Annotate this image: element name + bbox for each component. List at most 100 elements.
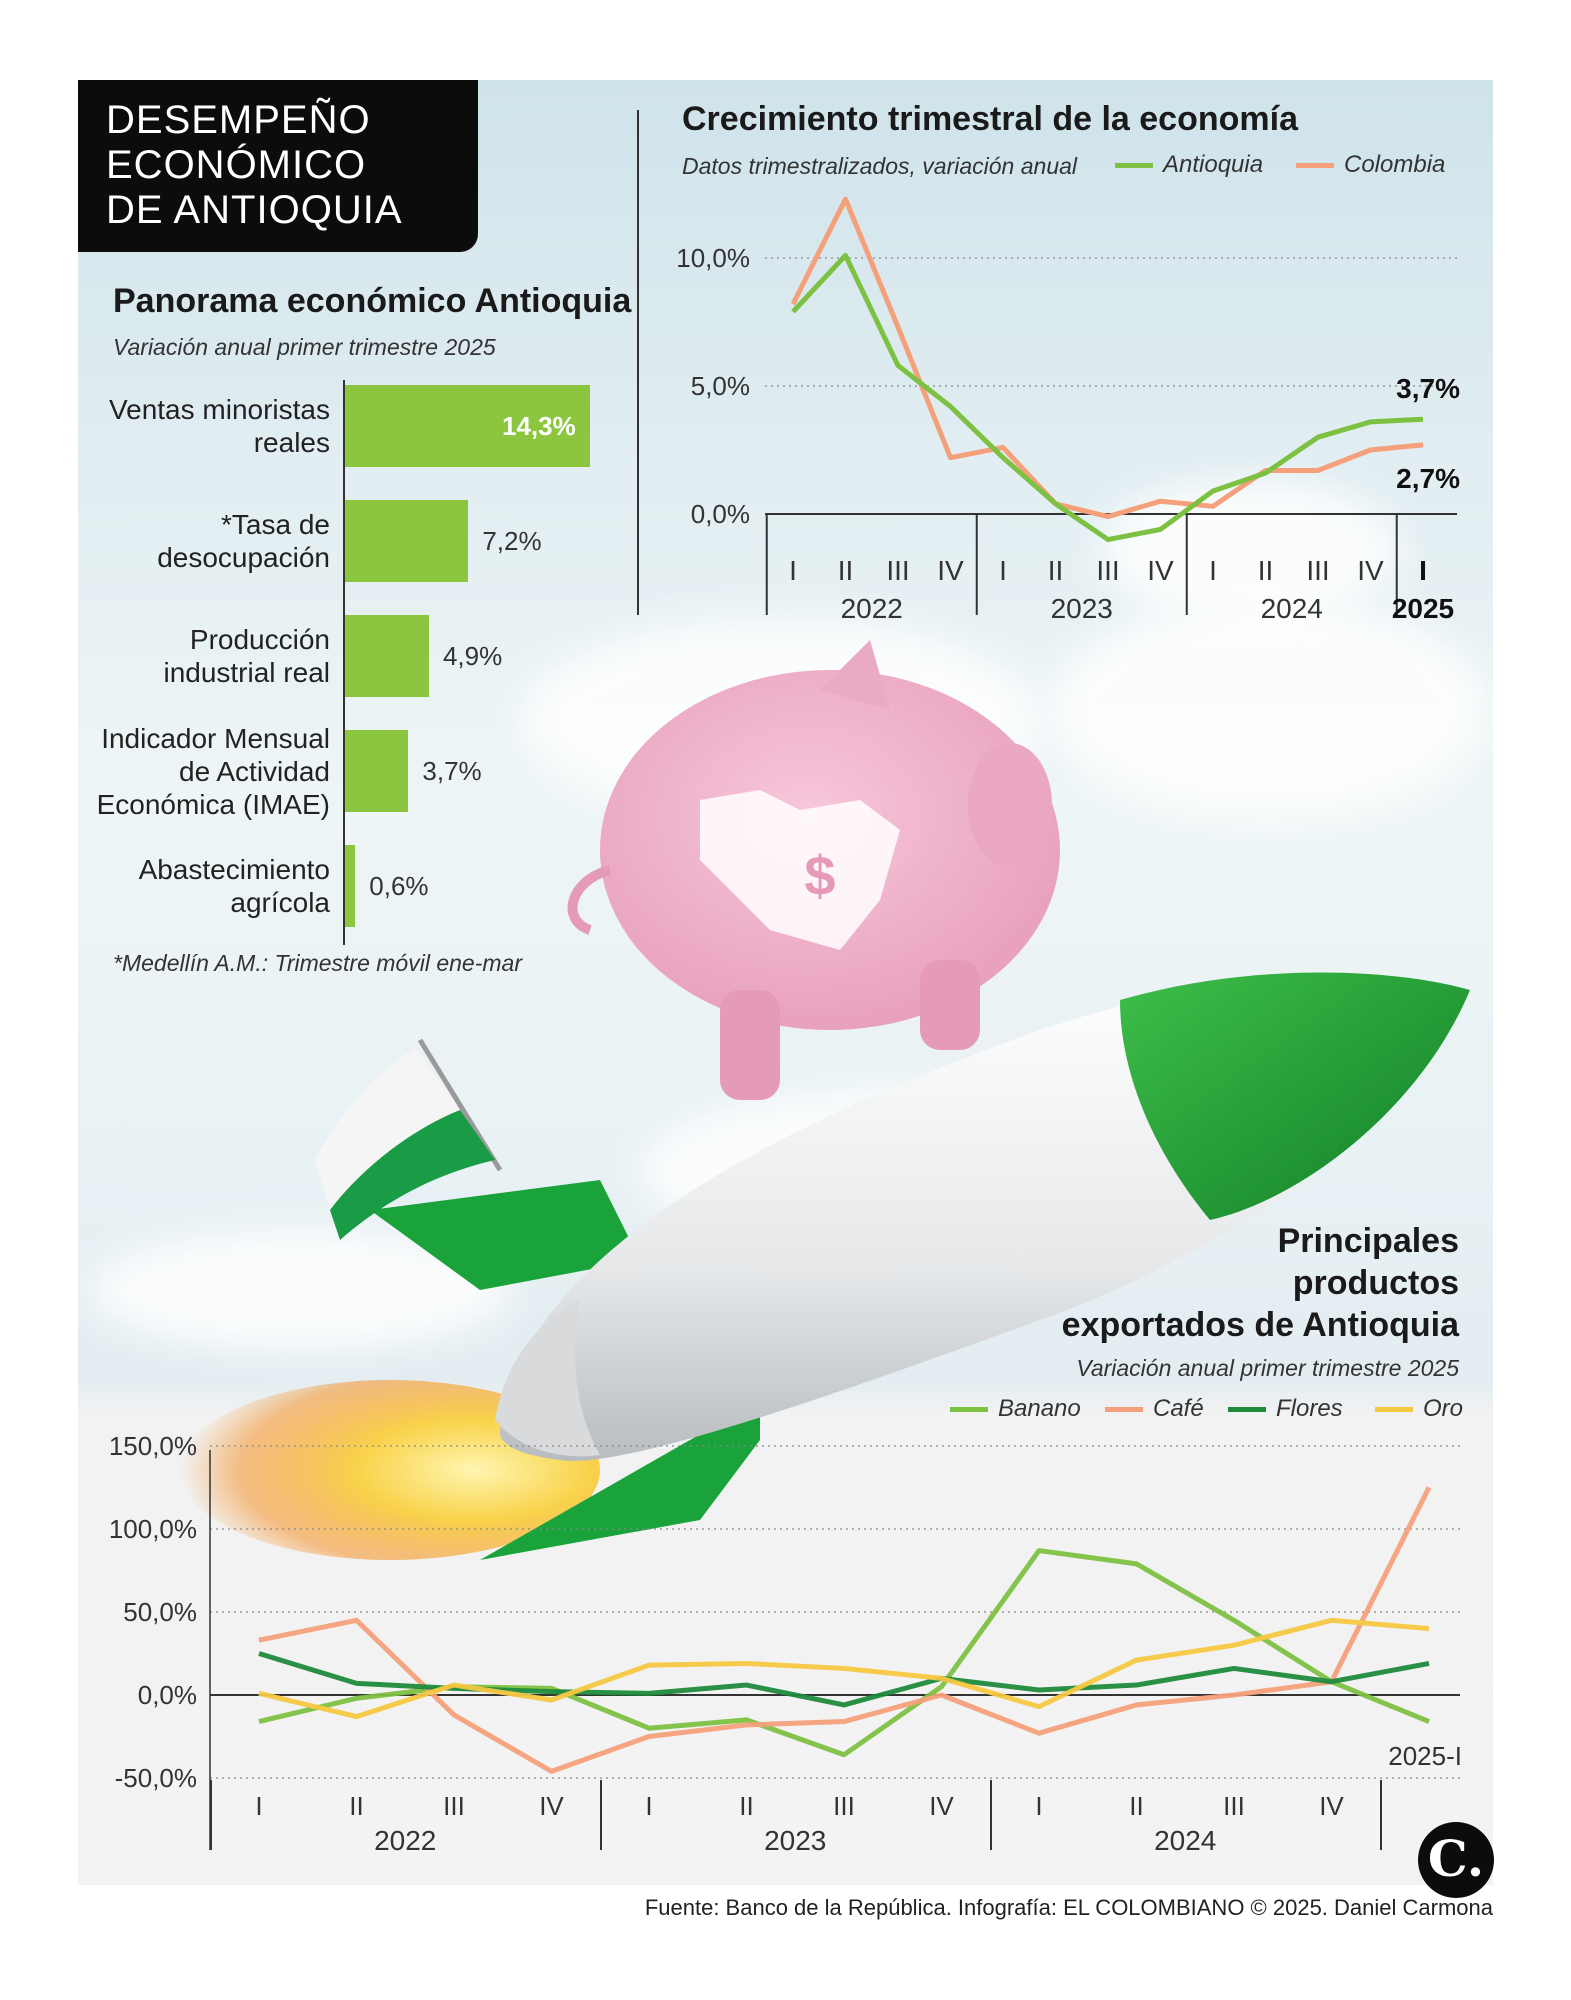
legend-label: Antioquia: [1163, 151, 1264, 178]
series-line-café: [258, 1486, 1432, 1774]
exports-title-line: exportados de Antioquia: [1061, 1306, 1459, 1344]
quarter-tick-label: III: [1306, 555, 1329, 586]
quarter-tick-label: III: [833, 1791, 855, 1821]
bar-category-label: Indicador Mensual de Actividad Económica (…: [97, 722, 330, 821]
piggy-leg: [720, 990, 780, 1100]
rocket-flame: [180, 1380, 600, 1560]
quarter-tick-label: I: [1419, 555, 1427, 586]
series-line-flores: [258, 1651, 1430, 1708]
legend-swatch: [1228, 1406, 1266, 1412]
bar-category-label-line: reales: [253, 427, 330, 458]
bar-category-label-line: agrícola: [230, 887, 330, 918]
legend-swatch: [1296, 162, 1334, 168]
y-tick-label: 50,0%: [123, 1597, 197, 1627]
el-colombiano-logo: C.: [1418, 1822, 1494, 1898]
quarter-tick-label: IV: [929, 1791, 954, 1821]
y-tick-label: 5,0%: [691, 371, 750, 401]
title-line: DE ANTIOQUIA: [106, 188, 403, 232]
legend-swatch: [1375, 1406, 1413, 1412]
series-line-colombia: [790, 196, 1424, 520]
bar-value-label: 14,3%: [502, 411, 576, 441]
year-label: 2022: [374, 1825, 436, 1856]
year-label: 2024: [1154, 1825, 1216, 1856]
year-label: 2023: [764, 1825, 826, 1856]
title-line: DESEMPEÑO: [106, 98, 371, 142]
quarter-tick-label: IV: [1357, 555, 1384, 586]
legend-antioquia: Antioquia: [1115, 151, 1263, 179]
panorama-footnote: *Medellín A.M.: Trimestre móvil ene-mar: [113, 950, 522, 976]
year-label: 2022: [841, 593, 903, 624]
quarter-tick-label: IV: [1319, 1791, 1344, 1821]
legend-label: Café: [1153, 1395, 1204, 1422]
piggy-leg: [920, 960, 980, 1050]
year-label: 2023: [1051, 593, 1113, 624]
bar-value-label: 0,6%: [369, 871, 429, 901]
exports-title-line: Principales: [1277, 1222, 1459, 1260]
piggy-tail: [567, 865, 612, 935]
bar-value-label: 7,2%: [482, 526, 542, 556]
y-tick-label: 150,0%: [109, 1431, 197, 1461]
source-credit: Fuente: Banco de la República. Infografí…: [644, 1895, 1493, 1920]
bar-category-label-line: *Tasa de: [221, 509, 330, 540]
cloud: [1050, 600, 1490, 820]
quarter-tick-label: II: [1048, 555, 1064, 586]
exports-title: Principales productos exportados de Anti…: [1062, 1220, 1459, 1346]
quarter-tick-label: II: [838, 555, 854, 586]
quarter-tick-label: I: [1209, 555, 1217, 586]
bar: [345, 845, 356, 927]
quarter-tick-label: I: [789, 555, 797, 586]
quarter-tick-label: II: [1129, 1791, 1143, 1821]
piggy-ear: [820, 640, 890, 710]
quarter-tick-label: III: [1096, 555, 1119, 586]
legend-label: Oro: [1423, 1395, 1464, 1422]
quarter-tick-label: I: [999, 555, 1007, 586]
bar-category-label-line: desocupación: [157, 542, 330, 573]
bar-category-label: Ventas minoristas reales: [109, 393, 330, 459]
quarter-tick-label: I: [255, 1791, 262, 1821]
end-label-antioquia: 3,7%: [1396, 373, 1460, 404]
antioquia-flag-icon: [315, 1048, 460, 1210]
year-label: 2024: [1261, 593, 1323, 624]
bar-category-label: *Tasa de desocupación: [157, 508, 330, 574]
quarter-tick-label: IV: [937, 555, 964, 586]
bar-category-label-line: Económica (IMAE): [96, 788, 330, 820]
bar: [345, 730, 409, 812]
bar-value-label: 3,7%: [422, 756, 482, 786]
bar-category-label: Producción industrial real: [163, 623, 330, 689]
y-tick-label: 10,0%: [676, 243, 750, 273]
bar-category-label-line: Indicador Mensual: [101, 722, 330, 754]
end-label-colombia: 2,7%: [1396, 463, 1460, 494]
section-divider: [637, 110, 639, 615]
bar-category-label-line: Producción: [189, 624, 330, 655]
quarter-tick-label: I: [645, 1791, 652, 1821]
bar-category-label: Abastecimiento agrícola: [139, 853, 330, 919]
infographic-title: DESEMPEÑO ECONÓMICO DE ANTIOQUIA: [78, 80, 478, 252]
legend-swatch: [1105, 1406, 1143, 1412]
legend-cafe: Café: [1105, 1395, 1204, 1423]
bar-category-label-line: de Actividad: [179, 755, 330, 787]
bar: [345, 615, 429, 697]
legend-swatch: [950, 1406, 988, 1412]
growth-title: Crecimiento trimestral de la economía: [682, 100, 1298, 138]
bar-axis: [343, 380, 345, 945]
quarter-tick-label: II: [349, 1791, 363, 1821]
bar-value-label: 4,9%: [442, 641, 503, 671]
quarter-tick-label: II: [739, 1791, 753, 1821]
bar-category-label-line: industrial real: [163, 657, 330, 688]
exports-title-line: productos: [1292, 1264, 1459, 1302]
legend-oro: Oro: [1375, 1395, 1463, 1423]
legend-label: Colombia: [1344, 151, 1446, 178]
quarter-tick-label: 2025-I: [1388, 1741, 1462, 1771]
panorama-title: Panorama económico Antioquia: [113, 282, 632, 320]
bar-category-label-line: Abastecimiento: [138, 854, 330, 885]
rocket-nose: [1120, 972, 1470, 1220]
quarter-tick-label: III: [886, 555, 909, 586]
legend-banano: Banano: [950, 1395, 1081, 1423]
growth-subtitle: Datos trimestralizados, variación anual: [682, 153, 1078, 179]
exports-subtitle: Variación anual primer trimestre 2025: [1076, 1355, 1459, 1381]
quarter-tick-label: III: [443, 1791, 465, 1821]
y-tick-label: 100,0%: [109, 1514, 197, 1544]
